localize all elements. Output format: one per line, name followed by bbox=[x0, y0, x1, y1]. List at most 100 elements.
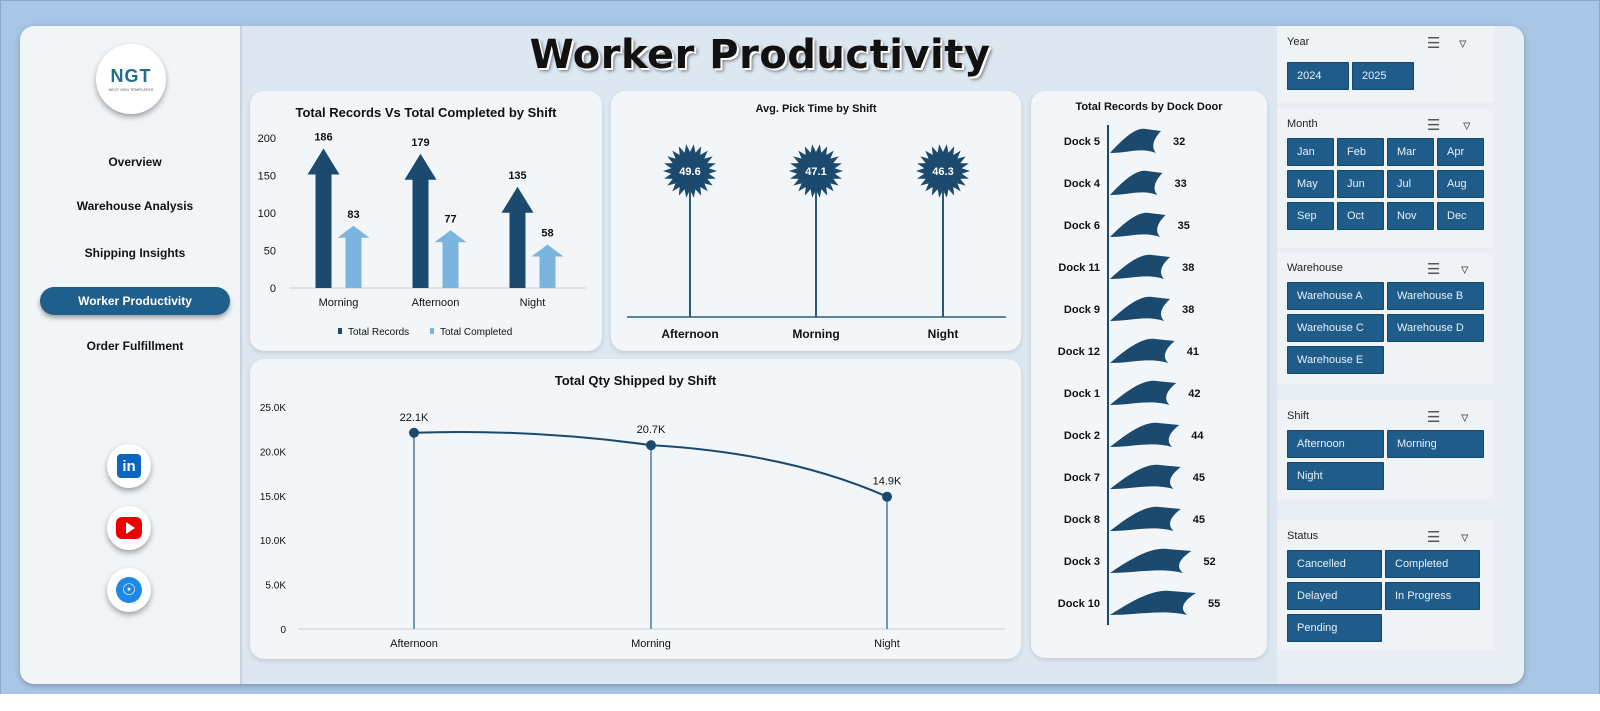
filter-option-dec[interactable]: Dec bbox=[1437, 202, 1484, 230]
y-tick-label: Dock 11 bbox=[1058, 262, 1100, 274]
data-label: 77 bbox=[444, 213, 456, 225]
y-tick-label: Dock 5 bbox=[1064, 136, 1100, 148]
website-button[interactable]: ☉ bbox=[107, 568, 151, 612]
filter-option-warehouse-d[interactable]: Warehouse D bbox=[1387, 314, 1484, 342]
y-tick-label: Dock 6 bbox=[1064, 220, 1100, 232]
y-tick-label: 0 bbox=[270, 283, 276, 295]
multi-select-icon[interactable]: ☰ bbox=[1427, 117, 1441, 134]
y-tick-label: Dock 4 bbox=[1064, 178, 1101, 190]
clear-filter-icon[interactable]: ▿ bbox=[1463, 117, 1471, 134]
data-label: 32 bbox=[1173, 136, 1185, 148]
records-vs-completed-chart: 0 50 100 150 200 186 83 Morning 179 77 Afternoon 13… bbox=[258, 132, 586, 338]
filter-option-mar[interactable]: Mar bbox=[1387, 138, 1434, 166]
x-tick-label: Morning bbox=[319, 297, 359, 309]
legend-swatch bbox=[338, 328, 342, 334]
filter-option-completed[interactable]: Completed bbox=[1385, 550, 1480, 578]
nav-warehouse-analysis[interactable]: Warehouse Analysis bbox=[76, 199, 194, 213]
clear-filter-icon[interactable]: ▿ bbox=[1461, 409, 1469, 426]
data-label: 83 bbox=[347, 209, 359, 221]
x-tick-label: Afternoon bbox=[661, 327, 718, 341]
total-completed-bar bbox=[434, 230, 467, 288]
filter-panel: Year ☰ ▿ 2024 2025 Month ☰ ▿ Jan Feb Mar Ap… bbox=[1277, 26, 1524, 684]
legend-label: Total Completed bbox=[440, 327, 512, 338]
x-tick-label: Afternoon bbox=[412, 297, 460, 309]
nav-order-fulfillment[interactable]: Order Fulfillment bbox=[86, 339, 184, 353]
dashboard: NGT NEXT GEN TEMPLATES Overview Warehous… bbox=[20, 26, 1524, 684]
filter-option-nov[interactable]: Nov bbox=[1387, 202, 1434, 230]
filter-option-jul[interactable]: Jul bbox=[1387, 170, 1434, 198]
y-tick-label: Dock 9 bbox=[1064, 304, 1100, 316]
logo-subtext: NEXT GEN TEMPLATES bbox=[108, 87, 154, 92]
youtube-button[interactable] bbox=[107, 506, 151, 550]
filter-option-warehouse-a[interactable]: Warehouse A bbox=[1287, 282, 1384, 310]
nav-worker-productivity[interactable]: Worker Productivity bbox=[40, 287, 230, 315]
multi-select-icon[interactable]: ☰ bbox=[1427, 35, 1441, 52]
multi-select-icon[interactable]: ☰ bbox=[1427, 529, 1441, 546]
x-tick-label: Afternoon bbox=[390, 638, 438, 650]
total-completed-bar bbox=[337, 225, 370, 288]
multi-select-icon[interactable]: ☰ bbox=[1427, 409, 1441, 426]
legend-label: Total Records bbox=[348, 327, 409, 338]
year-option-2025[interactable]: 2025 bbox=[1352, 62, 1414, 90]
dock-door-chart: Dock 5 32 Dock 4 33 Dock 6 35 Dock 11 38 Dock 9 3… bbox=[1058, 125, 1220, 625]
filter-option-morning[interactable]: Morning bbox=[1387, 430, 1484, 458]
legend-swatch bbox=[430, 328, 434, 334]
clear-filter-icon[interactable]: ▿ bbox=[1461, 261, 1469, 278]
multi-select-icon[interactable]: ☰ bbox=[1427, 261, 1441, 278]
data-label: 20.7K bbox=[637, 424, 666, 436]
clear-filter-icon[interactable]: ▿ bbox=[1459, 35, 1467, 52]
x-tick-label: Morning bbox=[792, 327, 839, 341]
filter-option-warehouse-c[interactable]: Warehouse C bbox=[1287, 314, 1384, 342]
logo: NGT NEXT GEN TEMPLATES bbox=[96, 44, 166, 114]
x-tick-label: Night bbox=[520, 297, 546, 309]
filter-option-warehouse-e[interactable]: Warehouse E bbox=[1287, 346, 1384, 374]
qty-shipped-chart: 0 5.0K 10.0K 15.0K 20.0K 25.0K Afternoon Mornin… bbox=[260, 403, 1005, 650]
filter-option-cancelled[interactable]: Cancelled bbox=[1287, 550, 1382, 578]
qty-shipped-point bbox=[646, 440, 656, 451]
filter-option-delayed[interactable]: Delayed bbox=[1287, 582, 1382, 610]
slicer-label: Status bbox=[1287, 530, 1319, 542]
data-label: 55 bbox=[1208, 598, 1220, 610]
dock-flag-bar bbox=[1110, 422, 1180, 447]
qty-shipped-point bbox=[882, 491, 892, 502]
y-tick-label: 20.0K bbox=[260, 447, 286, 458]
dock-flag-bar bbox=[1110, 128, 1162, 153]
filter-option-jan[interactable]: Jan bbox=[1287, 138, 1334, 166]
dock-flag-bar bbox=[1110, 590, 1196, 615]
month-slicer: Month ☰ ▿ Jan Feb Mar Apr May Jun Jul Aug Sep Oct… bbox=[1277, 108, 1495, 248]
chart-title: Total Records by Dock Door bbox=[1075, 101, 1223, 113]
filter-option-jun[interactable]: Jun bbox=[1337, 170, 1384, 198]
filter-option-night[interactable]: Night bbox=[1287, 462, 1384, 490]
data-label: 135 bbox=[508, 170, 526, 182]
total-records-bar bbox=[404, 153, 437, 288]
y-tick-label: Dock 12 bbox=[1058, 346, 1100, 358]
filter-option-oct[interactable]: Oct bbox=[1337, 202, 1384, 230]
filter-option-sep[interactable]: Sep bbox=[1287, 202, 1334, 230]
data-label: 42 bbox=[1188, 388, 1200, 400]
total-records-bar bbox=[501, 186, 534, 288]
avg-pick-time-chart: 49.6 Afternoon 47.1 Morning 46.3 Night bbox=[627, 144, 1006, 341]
data-label: 45 bbox=[1193, 514, 1205, 526]
filter-option-may[interactable]: May bbox=[1287, 170, 1334, 198]
linkedin-button[interactable]: in bbox=[107, 444, 151, 488]
slicer-label: Month bbox=[1287, 118, 1318, 130]
filter-option-pending[interactable]: Pending bbox=[1287, 614, 1382, 642]
dock-flag-bar bbox=[1110, 212, 1166, 237]
clear-filter-icon[interactable]: ▿ bbox=[1461, 529, 1469, 546]
filter-option-feb[interactable]: Feb bbox=[1337, 138, 1384, 166]
dock-flag-bar bbox=[1110, 338, 1175, 363]
data-label: 14.9K bbox=[873, 476, 902, 488]
year-option-2024[interactable]: 2024 bbox=[1287, 62, 1349, 90]
nav-shipping-insights[interactable]: Shipping Insights bbox=[84, 246, 186, 260]
data-label: 58 bbox=[541, 228, 553, 240]
nav-overview[interactable]: Overview bbox=[108, 155, 162, 169]
pick-time-marker bbox=[663, 144, 717, 198]
filter-option-warehouse-b[interactable]: Warehouse B bbox=[1387, 282, 1484, 310]
filter-option-apr[interactable]: Apr bbox=[1437, 138, 1484, 166]
y-tick-label: 0 bbox=[280, 625, 286, 636]
y-tick-label: 5.0K bbox=[265, 581, 286, 592]
filter-option-in-progress[interactable]: In Progress bbox=[1385, 582, 1480, 610]
filter-option-aug[interactable]: Aug bbox=[1437, 170, 1484, 198]
filter-option-afternoon[interactable]: Afternoon bbox=[1287, 430, 1384, 458]
total-records-bar bbox=[307, 148, 340, 288]
